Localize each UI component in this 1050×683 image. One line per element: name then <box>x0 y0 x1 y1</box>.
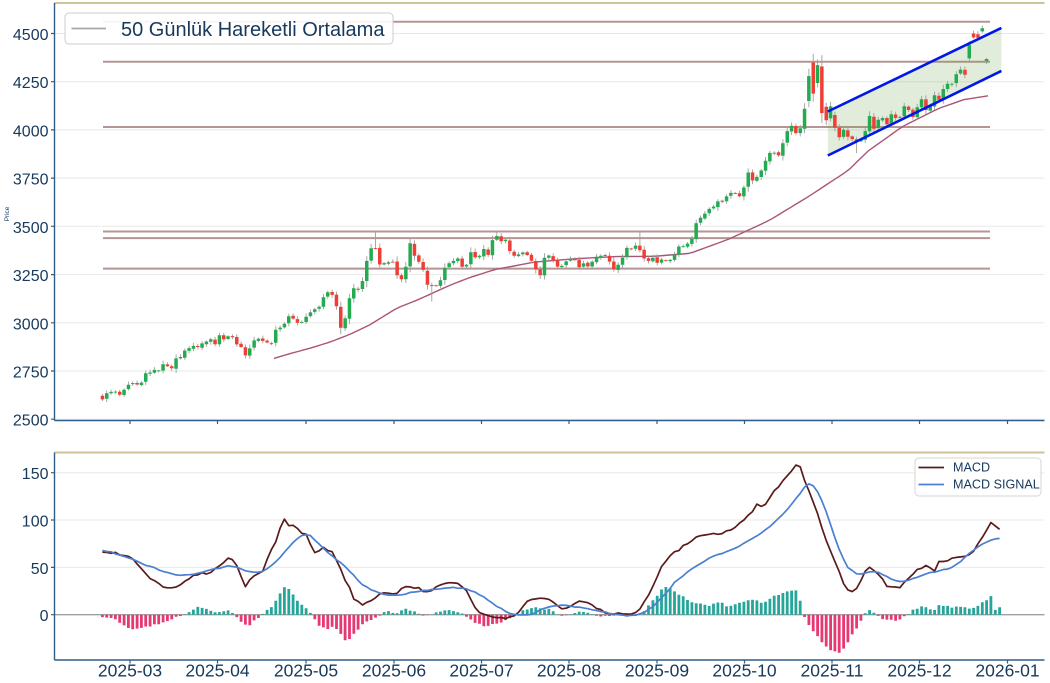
svg-text:MACD: MACD <box>953 461 990 475</box>
svg-text:2025-11: 2025-11 <box>801 661 864 681</box>
svg-text:2750: 2750 <box>13 365 49 382</box>
svg-text:2025-12: 2025-12 <box>887 661 951 681</box>
svg-text:3750: 3750 <box>13 172 49 189</box>
svg-text:3000: 3000 <box>13 316 49 333</box>
svg-text:3250: 3250 <box>13 268 49 285</box>
svg-text:2025-09: 2025-09 <box>625 661 689 681</box>
svg-text:2500: 2500 <box>13 413 49 430</box>
svg-text:2025-04: 2025-04 <box>185 661 249 681</box>
svg-text:2026-01: 2026-01 <box>975 661 1039 681</box>
svg-text:150: 150 <box>22 466 49 483</box>
svg-text:3500: 3500 <box>13 220 49 237</box>
svg-text:2025-05: 2025-05 <box>274 661 338 681</box>
svg-text:2025-03: 2025-03 <box>98 661 162 681</box>
svg-text:50 Günlük Hareketli Ortalama: 50 Günlük Hareketli Ortalama <box>121 19 385 41</box>
svg-text:0: 0 <box>40 608 49 625</box>
svg-text:50: 50 <box>31 561 49 578</box>
svg-text:100: 100 <box>22 514 49 531</box>
svg-text:4250: 4250 <box>13 75 49 92</box>
svg-text:4500: 4500 <box>13 27 49 44</box>
svg-text:2025-10: 2025-10 <box>712 661 776 681</box>
svg-text:2025-07: 2025-07 <box>449 661 513 681</box>
svg-text:MACD SIGNAL: MACD SIGNAL <box>953 478 1040 492</box>
svg-text:2025-06: 2025-06 <box>362 661 426 681</box>
svg-text:Price: Price <box>4 206 11 221</box>
svg-text:4000: 4000 <box>13 123 49 140</box>
svg-text:2025-08: 2025-08 <box>537 661 601 681</box>
